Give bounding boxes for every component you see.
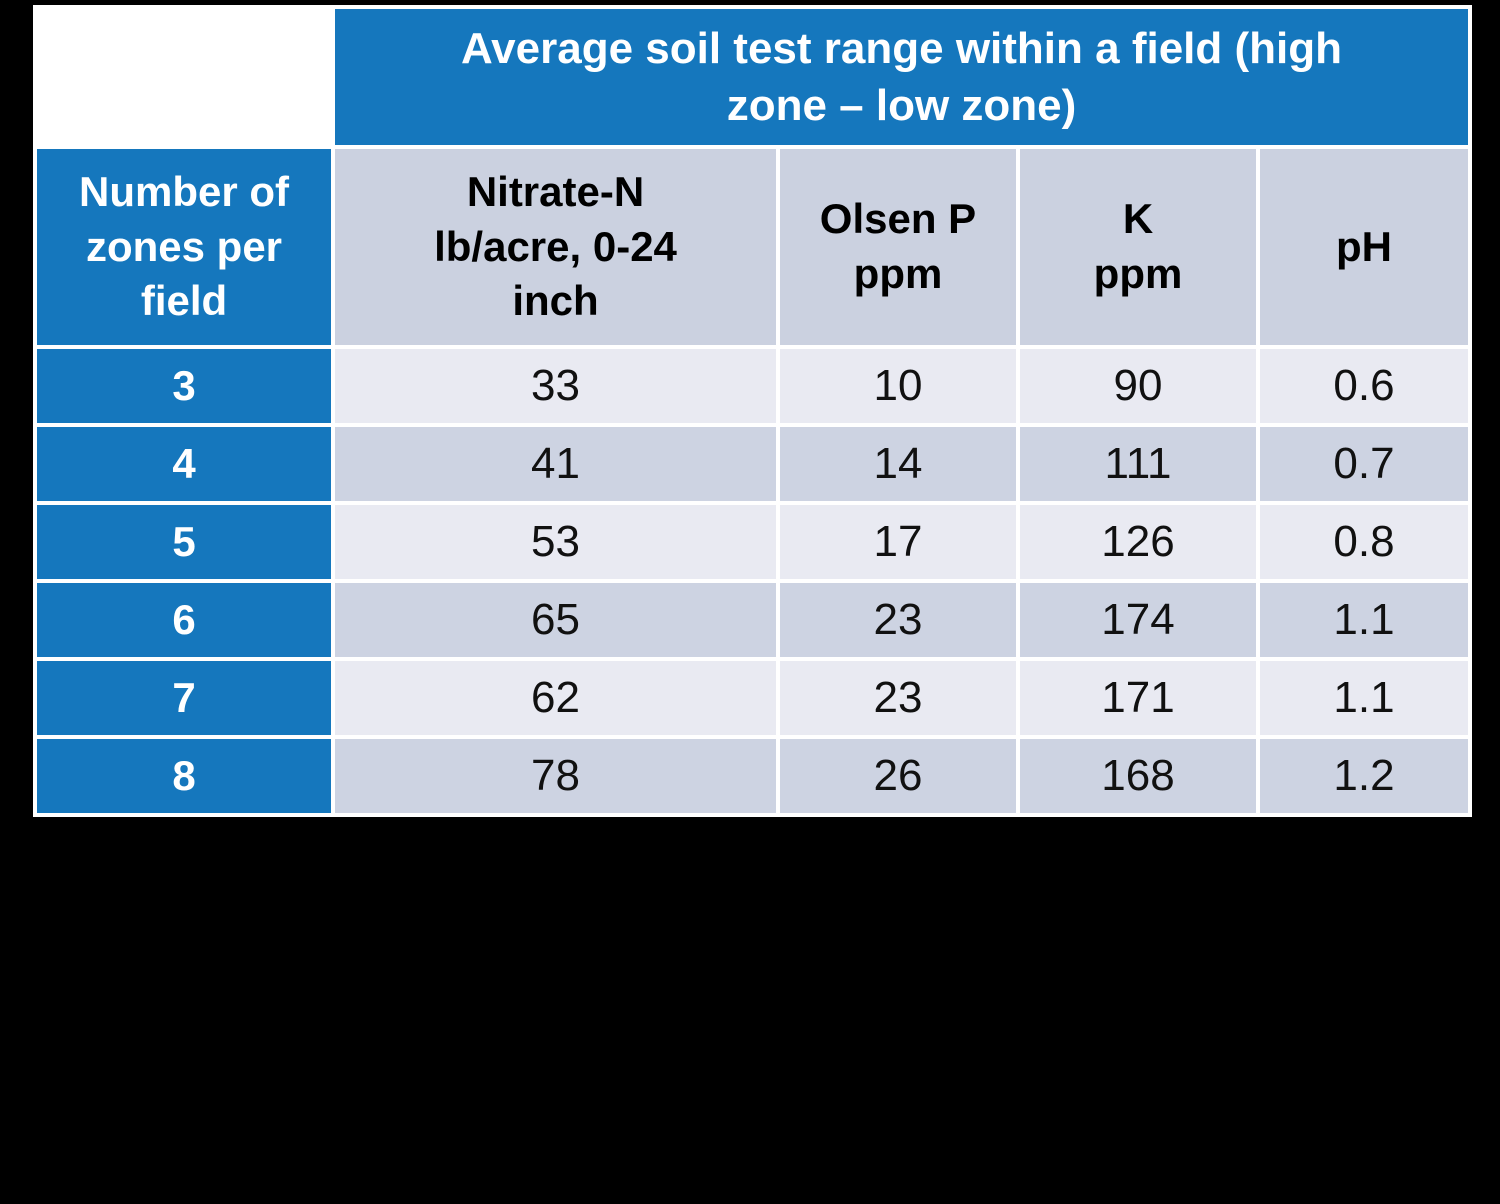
olsen-p-value: 26 [776,735,1020,817]
column-header-k: K ppm [1016,145,1260,349]
column-header-row: Number of zones per field Nitrate-N lb/a… [33,145,1473,349]
table-row-zones-3: 3 33 10 90 0.6 [33,345,1473,427]
k-value: 111 [1016,423,1260,505]
nitrate-value: 65 [331,579,780,661]
table-title: Average soil test range within a field (… [330,5,1473,149]
zone-count-cell: 5 [33,501,335,583]
ph-value: 1.2 [1255,735,1473,817]
table-row-zones-7: 7 62 23 171 1.1 [33,657,1473,739]
k-value: 126 [1016,501,1260,583]
k-value: 168 [1016,735,1260,817]
corner-cell [33,5,335,149]
table-row-zones-4: 4 41 14 111 0.7 [33,423,1473,505]
nitrate-value: 78 [331,735,780,817]
k-value: 171 [1016,657,1260,739]
zone-count-cell: 7 [33,657,335,739]
olsen-p-value: 10 [776,345,1020,427]
nitrate-value: 62 [331,657,780,739]
nitrate-value: 33 [331,345,780,427]
table-row-zones-6: 6 65 23 174 1.1 [33,579,1473,661]
zone-count-cell: 6 [33,579,335,661]
soil-test-table: Average soil test range within a field (… [33,5,1473,817]
column-header-nitrate-n: Nitrate-N lb/acre, 0-24 inch [331,145,780,349]
zone-count-cell: 8 [33,735,335,817]
ph-value: 1.1 [1255,657,1473,739]
ph-value: 0.7 [1255,423,1473,505]
table-row-zones-8: 8 78 26 168 1.2 [33,735,1473,817]
ph-value: 1.1 [1255,579,1473,661]
olsen-p-value: 17 [776,501,1020,583]
table-row-zones-5: 5 53 17 126 0.8 [33,501,1473,583]
nitrate-value: 41 [331,423,780,505]
row-header-label: Number of zones per field [33,145,335,349]
column-header-olsen-p: Olsen P ppm [776,145,1020,349]
k-value: 90 [1016,345,1260,427]
olsen-p-value: 23 [776,657,1020,739]
ph-value: 0.6 [1255,345,1473,427]
olsen-p-value: 23 [776,579,1020,661]
zone-count-cell: 4 [33,423,335,505]
k-value: 174 [1016,579,1260,661]
zone-count-cell: 3 [33,345,335,427]
soil-test-table-container: Average soil test range within a field (… [33,5,1473,817]
olsen-p-value: 14 [776,423,1020,505]
ph-value: 0.8 [1255,501,1473,583]
column-header-ph: pH [1255,145,1473,349]
nitrate-value: 53 [331,501,780,583]
title-row: Average soil test range within a field (… [33,5,1473,149]
